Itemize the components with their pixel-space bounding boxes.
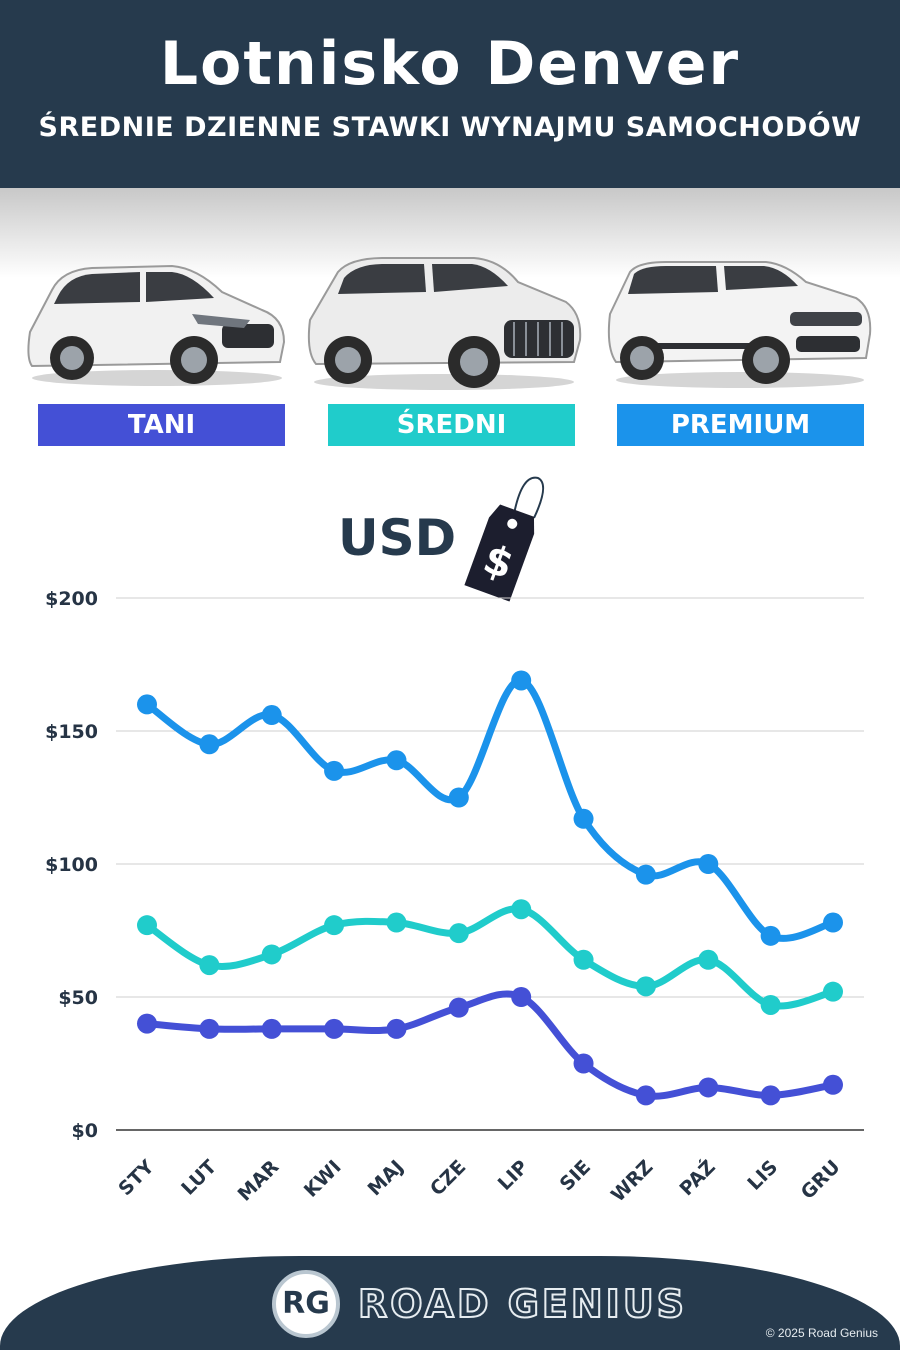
hatchback-car-icon: [22, 262, 288, 388]
y-tick-label: $150: [45, 721, 98, 743]
x-tick-label: LUT: [177, 1156, 221, 1200]
data-point: [635, 1085, 656, 1106]
category-badge-tani: TANI: [38, 404, 285, 446]
data-point: [199, 1018, 220, 1039]
series-line: [143, 905, 837, 1010]
x-tick-label: CZE: [426, 1156, 470, 1200]
data-point: [760, 925, 781, 946]
data-point: [324, 1018, 345, 1039]
data-point: [261, 705, 282, 726]
line-chart: $0 $50 $100 $150 $200 STY LUT MAR KWI MAJ CZE LIP S…: [45, 588, 864, 1206]
data-point: [324, 760, 345, 781]
data-point: [448, 923, 469, 944]
data-point: [199, 734, 220, 755]
data-point: [823, 912, 843, 933]
x-tick-label: MAJ: [364, 1156, 408, 1200]
data-point: [511, 899, 532, 920]
data-point: [386, 912, 407, 933]
data-point: [823, 1074, 843, 1095]
category-badge-sredni: ŚREDNI: [328, 404, 575, 446]
header-banner: Lotnisko Denver ŚREDNIE DZIENNE STAWKI W…: [0, 0, 900, 188]
data-point: [573, 1053, 594, 1074]
data-point: [823, 981, 843, 1002]
data-point: [386, 750, 407, 771]
data-point: [760, 1085, 781, 1106]
data-point: [137, 915, 157, 936]
page-title: Lotnisko Denver: [159, 29, 741, 99]
data-point: [698, 949, 719, 970]
data-point: [448, 787, 469, 808]
x-tick-label: GRU: [797, 1156, 845, 1204]
footer-banner: [0, 1256, 900, 1350]
x-tick-label: PAŹ: [675, 1155, 720, 1200]
data-point: [573, 808, 594, 829]
x-tick-label: STY: [114, 1156, 158, 1200]
series-line: [143, 676, 837, 942]
data-point: [261, 1018, 282, 1039]
premium-suv-car-icon: [606, 258, 874, 390]
data-point: [635, 864, 656, 885]
data-point: [698, 854, 719, 874]
currency-label: USD: [338, 509, 457, 567]
data-point: [511, 670, 532, 691]
x-tick-label: LIS: [743, 1156, 782, 1195]
data-point: [698, 1077, 719, 1098]
data-point: [386, 1018, 407, 1039]
copyright-text: © 2025 Road Genius: [765, 1326, 878, 1340]
data-point: [137, 694, 157, 715]
data-point: [511, 987, 532, 1007]
page-subtitle: ŚREDNIE DZIENNE STAWKI WYNAJMU SAMOCHODÓ…: [38, 112, 862, 143]
data-point: [324, 915, 345, 936]
y-tick-label: $100: [45, 854, 98, 876]
y-tick-label: $200: [45, 588, 98, 610]
y-tick-label: $50: [58, 987, 98, 1009]
x-tick-label: WRZ: [607, 1156, 657, 1206]
data-point: [573, 949, 594, 970]
price-tag-icon: $: [452, 468, 552, 612]
data-point: [137, 1013, 157, 1034]
y-tick-label: $0: [72, 1120, 98, 1142]
x-tick-label: SIE: [556, 1156, 595, 1195]
data-point: [635, 976, 656, 997]
brand-name: ROAD GENIUS: [357, 1281, 688, 1327]
x-tick-label: KWI: [300, 1156, 346, 1202]
data-point: [261, 944, 282, 965]
x-tick-label: LIP: [494, 1156, 533, 1195]
data-point: [199, 955, 220, 976]
series-line: [143, 990, 837, 1100]
brand-logo-icon: RG: [272, 1270, 340, 1338]
data-point: [448, 997, 469, 1018]
data-point: [760, 994, 781, 1015]
category-badge-premium: PREMIUM: [617, 404, 864, 446]
suv-car-icon: [304, 256, 586, 392]
x-tick-label: MAR: [234, 1156, 284, 1206]
